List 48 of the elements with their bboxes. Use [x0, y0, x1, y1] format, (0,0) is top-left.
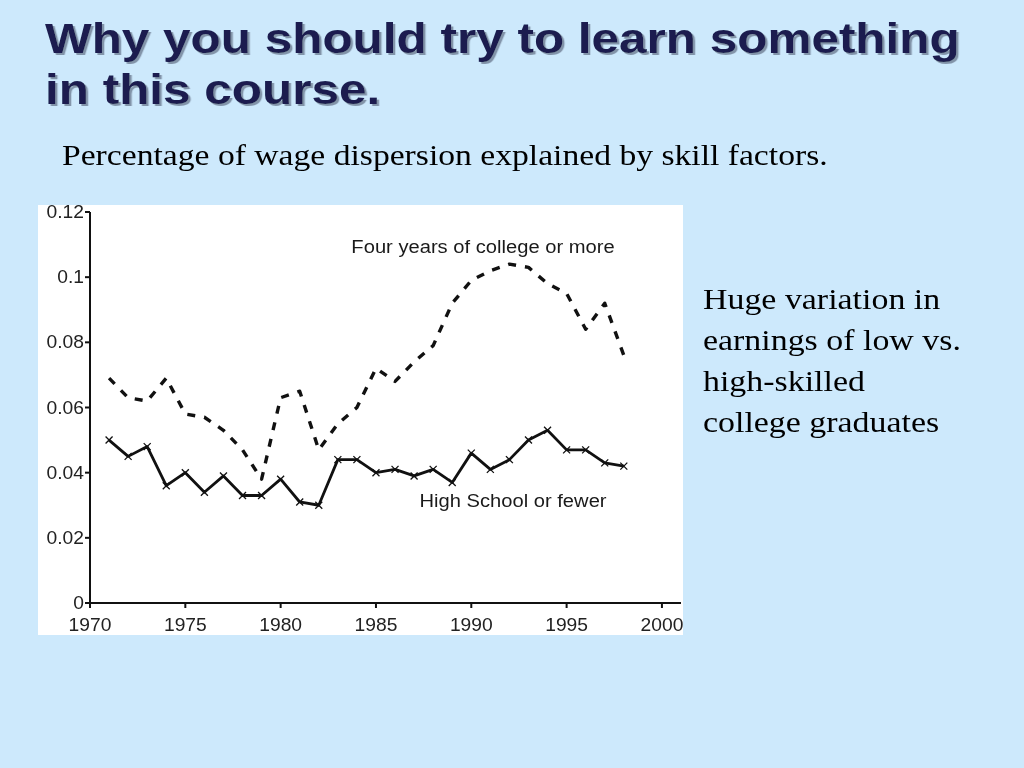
point	[448, 478, 457, 487]
point	[181, 468, 190, 477]
point	[543, 426, 552, 435]
point	[600, 458, 609, 468]
y-tick-label: 0.02	[46, 527, 84, 548]
x-tick-label: 1975	[163, 614, 207, 635]
text: Huge variation in earnings of low vs. high-skilled college graduates	[703, 281, 961, 439]
point	[429, 465, 438, 474]
point	[143, 442, 152, 451]
y-tick-label: 0.04	[46, 462, 84, 483]
line-series	[107, 262, 626, 481]
y-tick-label: 0.12	[46, 201, 84, 222]
point	[238, 491, 247, 500]
point	[276, 475, 285, 484]
y-tick-label: 0	[73, 592, 84, 613]
chart-subtitle: Percentage of wage dispersion explained by skill factors.	[62, 139, 828, 172]
point	[104, 435, 114, 445]
point	[352, 455, 362, 464]
point	[295, 497, 304, 507]
x-tick-label: 1990	[449, 614, 493, 635]
point	[505, 455, 514, 464]
series-label: Four years of college or more	[351, 235, 615, 257]
x-tick-label: 2000	[640, 614, 684, 635]
chart-title: Why you should try to learn something in this course.	[45, 14, 960, 114]
x-tick-label: 1985	[354, 614, 398, 635]
point	[219, 471, 228, 481]
point	[524, 435, 533, 445]
y-tick-label: 0.06	[46, 397, 84, 418]
point	[581, 445, 590, 455]
point	[162, 481, 171, 490]
y-tick-label: 0.1	[57, 266, 84, 287]
point	[333, 455, 342, 464]
point	[467, 448, 476, 458]
point	[409, 471, 419, 481]
point	[390, 465, 400, 474]
point	[371, 468, 381, 477]
x-tick-label: 1995	[545, 614, 589, 635]
point	[123, 452, 133, 461]
series-label: High School or fewer	[419, 489, 608, 511]
point	[200, 488, 209, 497]
point	[314, 501, 323, 510]
x-tick-label: 1980	[259, 614, 303, 635]
point	[619, 462, 628, 471]
y-tick-label: 0.08	[46, 332, 84, 353]
x-tick-label: 1970	[68, 614, 112, 635]
point	[257, 491, 266, 500]
point	[486, 465, 495, 474]
point	[562, 445, 571, 455]
